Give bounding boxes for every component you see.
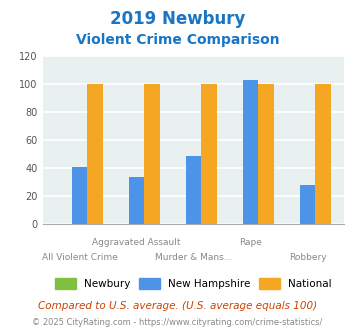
Bar [258, 84, 274, 224]
Text: Compared to U.S. average. (U.S. average equals 100): Compared to U.S. average. (U.S. average … [38, 301, 317, 311]
Text: Robbery: Robbery [289, 253, 326, 262]
Bar [201, 84, 217, 224]
Text: Violent Crime Comparison: Violent Crime Comparison [76, 33, 279, 47]
Text: Murder & Mans...: Murder & Mans... [155, 253, 232, 262]
Text: Rape: Rape [239, 238, 262, 247]
Bar [315, 84, 331, 224]
Text: © 2025 CityRating.com - https://www.cityrating.com/crime-statistics/: © 2025 CityRating.com - https://www.city… [32, 318, 323, 327]
Bar [243, 80, 258, 224]
Bar [300, 185, 315, 224]
Legend: Newbury, New Hampshire, National: Newbury, New Hampshire, National [51, 274, 336, 293]
Bar [72, 167, 87, 224]
Text: Aggravated Assault: Aggravated Assault [92, 238, 181, 247]
Bar [144, 84, 159, 224]
Text: 2019 Newbury: 2019 Newbury [110, 10, 245, 28]
Bar [129, 177, 144, 224]
Text: All Violent Crime: All Violent Crime [42, 253, 117, 262]
Bar [87, 84, 103, 224]
Bar [186, 156, 201, 224]
